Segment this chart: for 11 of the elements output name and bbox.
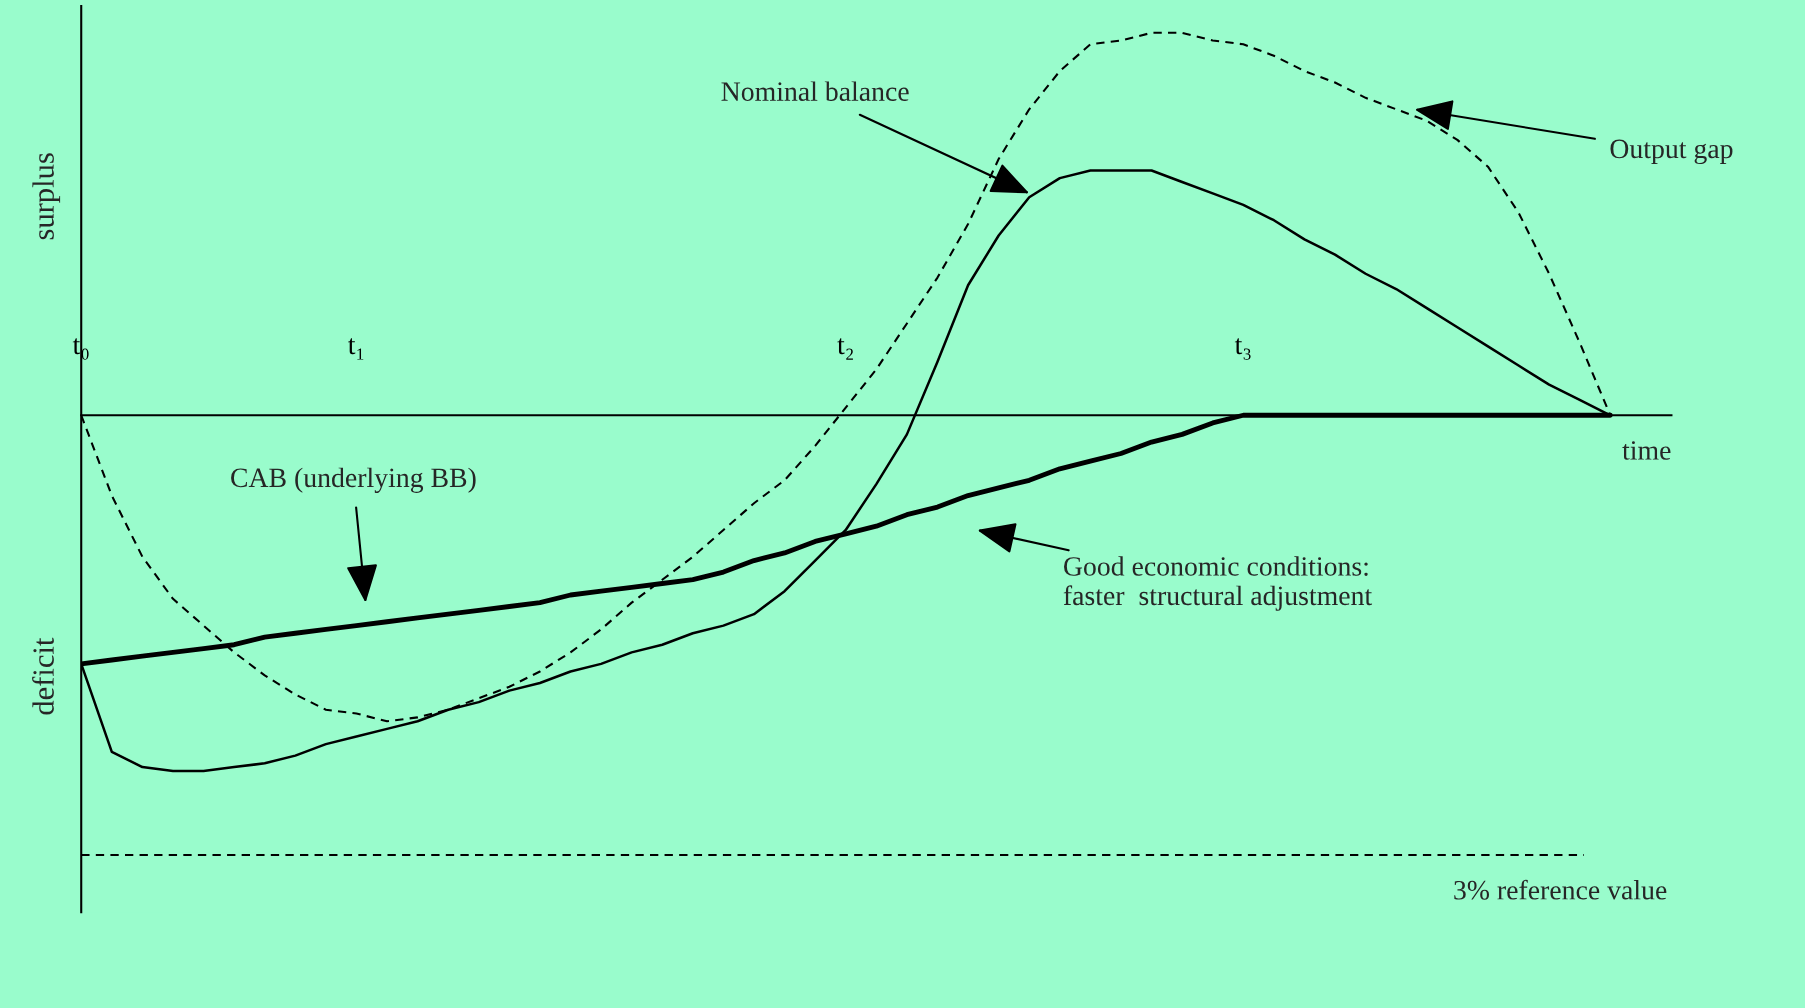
annotation: Nominal balance — [721, 81, 909, 101]
annotation: Output gap — [1610, 139, 1733, 164]
x-tick-label: t₁ — [348, 338, 364, 360]
x-tick-label: t₂ — [837, 338, 853, 360]
x-axis-title: time — [1622, 441, 1671, 460]
text: surplus — [32, 153, 61, 240]
annotation: Good economic conditions: faster structural adjustment — [1063, 556, 1373, 611]
x-tick-label: t₃ — [1234, 338, 1251, 360]
annotation: CAB (underlying BB) — [231, 467, 476, 493]
ref-line-label: 3% reference value — [1454, 879, 1667, 900]
text: deficit — [32, 637, 54, 715]
